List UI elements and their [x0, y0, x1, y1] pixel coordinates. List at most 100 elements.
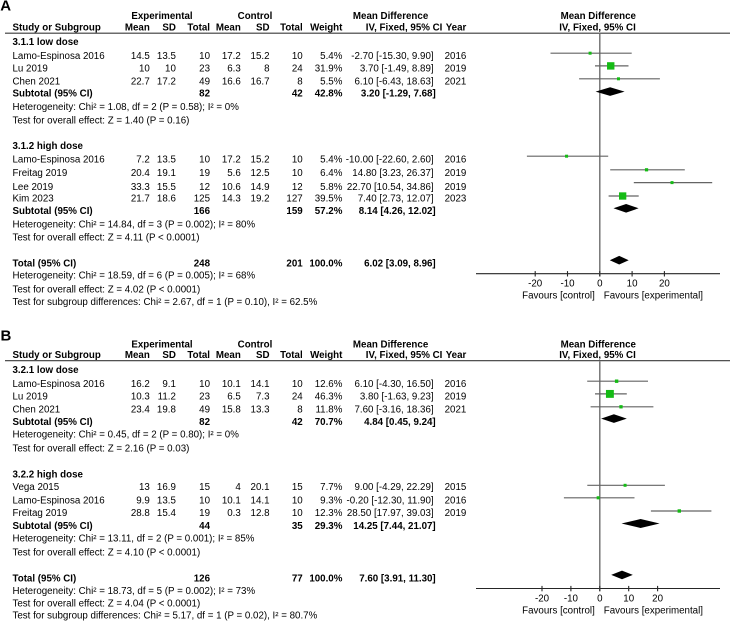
svg-text:5.6: 5.6 — [227, 168, 241, 179]
svg-text:13.3: 13.3 — [251, 404, 270, 415]
svg-text:3.70 [-1.49, 8.89]: 3.70 [-1.49, 8.89] — [360, 63, 434, 74]
svg-text:35: 35 — [292, 521, 303, 532]
svg-text:14.5: 14.5 — [131, 51, 151, 62]
svg-text:2021: 2021 — [445, 404, 467, 415]
svg-text:19.1: 19.1 — [157, 168, 176, 179]
svg-text:14.9: 14.9 — [251, 182, 270, 193]
svg-text:29.3%: 29.3% — [315, 521, 343, 532]
svg-text:3.2.1 low dose: 3.2.1 low dose — [13, 365, 80, 376]
svg-text:23: 23 — [199, 392, 210, 403]
svg-text:10.1: 10.1 — [222, 379, 241, 390]
svg-text:6.02 [3.09, 8.96]: 6.02 [3.09, 8.96] — [364, 259, 436, 270]
svg-text:Subtotal (95% CI): Subtotal (95% CI) — [13, 521, 93, 532]
svg-text:SD: SD — [256, 23, 270, 34]
svg-text:18.6: 18.6 — [157, 194, 176, 205]
svg-text:Chen 2021: Chen 2021 — [13, 76, 61, 87]
svg-text:3.20 [-1.29, 7.68]: 3.20 [-1.29, 7.68] — [361, 89, 436, 100]
svg-text:3.1.1 low dose: 3.1.1 low dose — [13, 37, 80, 48]
svg-text:6.5: 6.5 — [227, 392, 241, 403]
svg-text:8: 8 — [297, 76, 302, 87]
svg-text:10.6: 10.6 — [222, 182, 241, 193]
svg-text:2016: 2016 — [445, 379, 467, 390]
svg-text:10.3: 10.3 — [131, 392, 150, 403]
svg-text:42: 42 — [292, 417, 303, 428]
svg-text:127: 127 — [286, 194, 302, 205]
svg-text:Favours [experimental]: Favours [experimental] — [604, 605, 703, 616]
svg-text:15.2: 15.2 — [251, 51, 270, 62]
svg-text:13.5: 13.5 — [157, 51, 177, 62]
svg-text:28.50 [17.97, 39.03]: 28.50 [17.97, 39.03] — [347, 508, 434, 519]
svg-text:7.60 [-3.16, 18.36]: 7.60 [-3.16, 18.36] — [354, 404, 433, 415]
svg-text:Study or Subgroup: Study or Subgroup — [13, 23, 101, 34]
svg-text:125: 125 — [194, 194, 211, 205]
svg-text:-20: -20 — [535, 594, 550, 605]
svg-text:-0.20 [-12.30, 11.90]: -0.20 [-12.30, 11.90] — [347, 495, 434, 506]
svg-text:2016: 2016 — [445, 51, 467, 62]
svg-text:3.1.2 high dose: 3.1.2 high dose — [13, 141, 84, 152]
svg-text:10: 10 — [627, 279, 638, 290]
svg-text:Test for overall effect: Z = 1: Test for overall effect: Z = 1.40 (P = 0… — [13, 115, 190, 126]
svg-text:2019: 2019 — [445, 392, 467, 403]
svg-text:39.5%: 39.5% — [315, 194, 343, 205]
svg-text:5.5%: 5.5% — [320, 76, 343, 87]
svg-text:13.5: 13.5 — [157, 495, 177, 506]
svg-text:16.2: 16.2 — [131, 379, 150, 390]
svg-text:33.3: 33.3 — [131, 182, 150, 193]
svg-text:Mean Difference: Mean Difference — [353, 11, 429, 22]
svg-text:2016: 2016 — [445, 155, 467, 166]
svg-text:16.7: 16.7 — [251, 76, 270, 87]
svg-text:10: 10 — [292, 155, 303, 166]
svg-text:42: 42 — [292, 89, 303, 100]
svg-text:2019: 2019 — [445, 63, 467, 74]
svg-text:9.00 [-4.29, 22.29]: 9.00 [-4.29, 22.29] — [354, 482, 433, 493]
svg-text:4.84 [0.45, 9.24]: 4.84 [0.45, 9.24] — [364, 417, 436, 428]
svg-text:Total (95% CI): Total (95% CI) — [13, 573, 77, 584]
svg-text:Lamo-Espinosa 2016: Lamo-Espinosa 2016 — [13, 379, 105, 390]
svg-text:126: 126 — [194, 573, 211, 584]
svg-text:77: 77 — [292, 573, 303, 584]
svg-text:5.4%: 5.4% — [320, 155, 343, 166]
svg-text:Total: Total — [280, 23, 303, 34]
svg-text:14.1: 14.1 — [251, 379, 270, 390]
svg-text:16.6: 16.6 — [222, 76, 241, 87]
svg-text:166: 166 — [194, 206, 211, 217]
svg-text:23: 23 — [199, 63, 210, 74]
svg-text:19: 19 — [199, 168, 210, 179]
svg-text:Freitag 2019: Freitag 2019 — [13, 508, 68, 519]
svg-text:2019: 2019 — [445, 508, 467, 519]
svg-text:248: 248 — [194, 259, 211, 270]
svg-text:6.3: 6.3 — [227, 63, 241, 74]
svg-text:7.2: 7.2 — [136, 155, 150, 166]
svg-text:17.2: 17.2 — [222, 155, 241, 166]
svg-text:10: 10 — [292, 51, 303, 62]
svg-text:Test for subgroup differences:: Test for subgroup differences: Chi² = 5.… — [13, 610, 318, 621]
svg-text:Favours [control]: Favours [control] — [522, 605, 595, 616]
svg-text:8: 8 — [264, 63, 269, 74]
svg-text:Total: Total — [187, 350, 210, 361]
svg-text:Study or Subgroup: Study or Subgroup — [13, 350, 101, 361]
svg-text:Vega 2015: Vega 2015 — [13, 482, 60, 493]
svg-text:Experimental: Experimental — [131, 339, 193, 350]
svg-text:Subtotal (95% CI): Subtotal (95% CI) — [13, 206, 93, 217]
svg-text:46.3%: 46.3% — [315, 392, 343, 403]
svg-text:7.60 [3.91, 11.30]: 7.60 [3.91, 11.30] — [359, 573, 435, 584]
svg-text:-10: -10 — [564, 594, 579, 605]
svg-text:0: 0 — [597, 279, 603, 290]
svg-text:2021: 2021 — [445, 76, 467, 87]
svg-text:Lamo-Espinosa 2016: Lamo-Espinosa 2016 — [13, 495, 105, 506]
svg-text:SD: SD — [162, 350, 176, 361]
svg-text:20.4: 20.4 — [131, 168, 151, 179]
svg-text:22.70 [10.54, 34.86]: 22.70 [10.54, 34.86] — [347, 182, 434, 193]
svg-text:-10: -10 — [560, 279, 575, 290]
svg-text:49: 49 — [199, 404, 210, 415]
svg-text:16.9: 16.9 — [157, 482, 176, 493]
svg-text:13.5: 13.5 — [157, 155, 177, 166]
svg-text:9.9: 9.9 — [136, 495, 150, 506]
svg-text:SD: SD — [256, 350, 270, 361]
svg-text:Mean Difference: Mean Difference — [561, 11, 637, 22]
svg-text:Test for overall effect: Z = 4: Test for overall effect: Z = 4.10 (P < 0… — [13, 547, 201, 558]
svg-text:Lamo-Espinosa 2016: Lamo-Espinosa 2016 — [13, 51, 105, 62]
svg-text:15: 15 — [292, 482, 303, 493]
svg-text:20: 20 — [652, 594, 663, 605]
svg-text:2023: 2023 — [445, 194, 467, 205]
